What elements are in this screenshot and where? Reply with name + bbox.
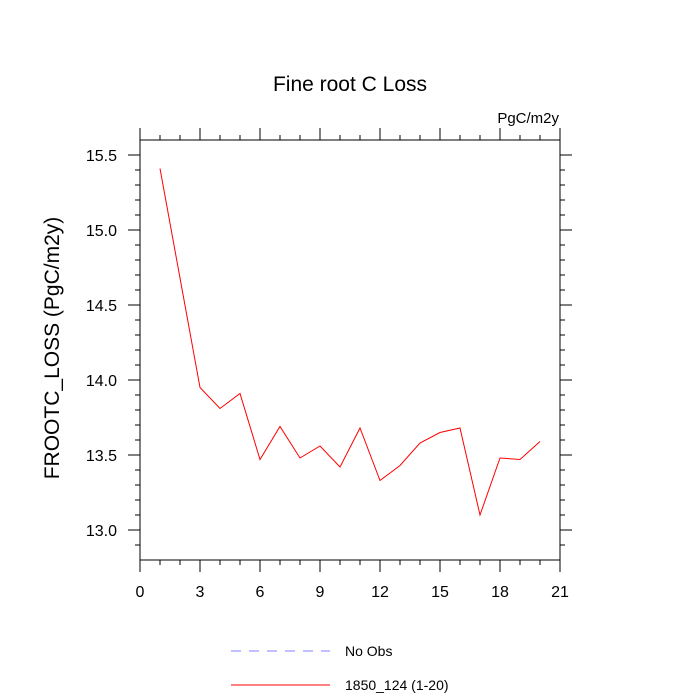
x-tick-label: 9: [316, 584, 325, 601]
x-tick-label: 18: [491, 584, 509, 601]
x-tick-label: 12: [371, 584, 389, 601]
y-tick-label: 15.5: [86, 148, 117, 165]
y-tick-label: 15.0: [86, 223, 117, 240]
x-tick-label: 0: [136, 584, 145, 601]
axis-ticks: [128, 128, 572, 572]
x-tick-label: 15: [431, 584, 449, 601]
x-tick-label: 21: [551, 584, 569, 601]
legend: No Obs 1850_124 (1-20): [231, 643, 449, 693]
y-tick-label: 14.0: [86, 373, 117, 390]
x-tick-label: 6: [256, 584, 265, 601]
y-tick-label: 14.5: [86, 298, 117, 315]
y-tick-label: 13.0: [86, 523, 117, 540]
x-tick-label: 3: [196, 584, 205, 601]
series-line-0: [159, 168, 541, 517]
legend-label-1850-124: 1850_124 (1-20): [345, 677, 449, 693]
units-label: PgC/m2y: [497, 110, 559, 127]
y-tick-label: 13.5: [86, 448, 117, 465]
y-axis-label: FROOTC_LOSS (PgC/m2y): [41, 217, 64, 480]
chart-title: Fine root C Loss: [273, 73, 427, 96]
plot-frame: [139, 139, 561, 561]
axis-tick-labels: 0 3 6 9 12 15 18 21 13.0 13.5 14.0 14.5 15.0 15.5: [86, 148, 569, 601]
legend-label-no-obs: No Obs: [345, 643, 392, 659]
series-lines: [159, 168, 541, 517]
